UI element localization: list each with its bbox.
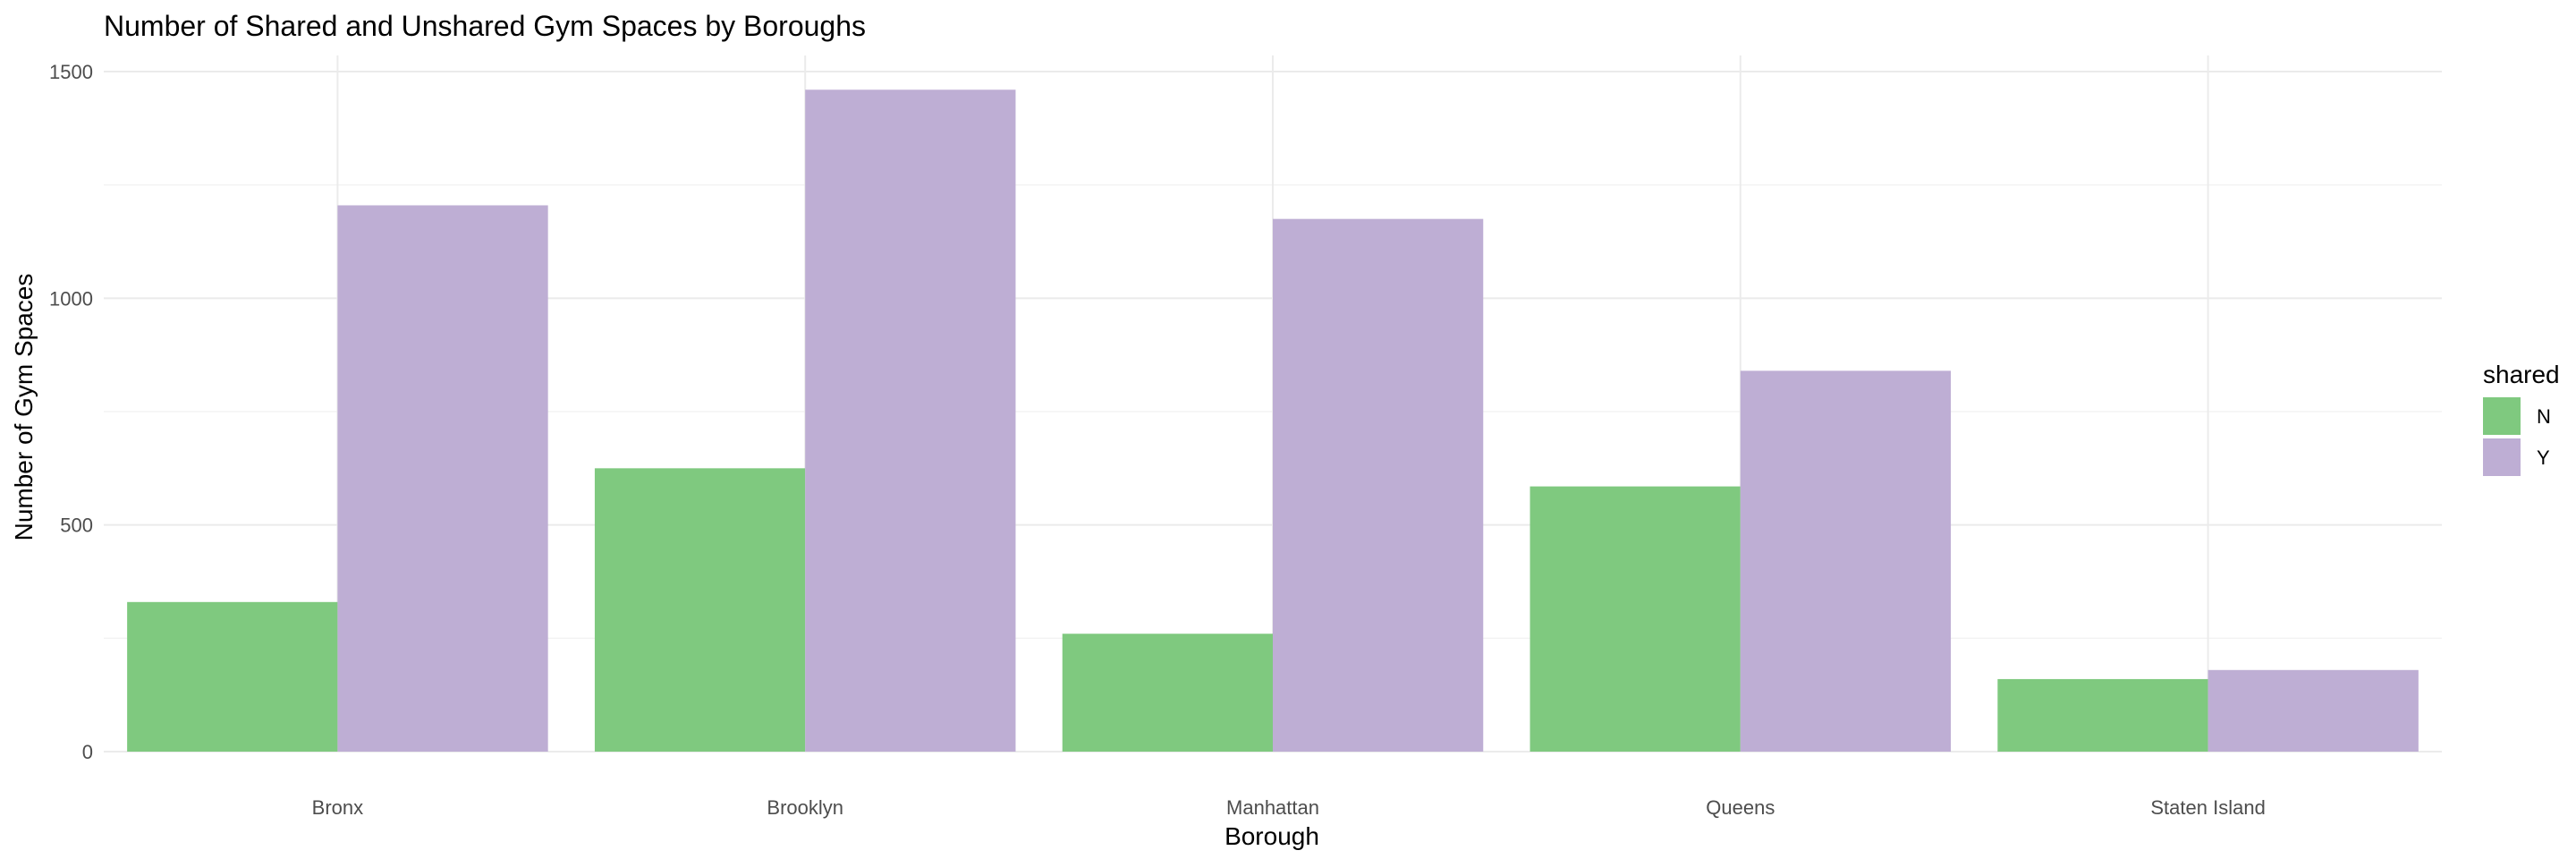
bar-N-queens [1530, 486, 1741, 752]
legend-key-N [2483, 397, 2521, 435]
y-tick-label: 500 [60, 515, 93, 537]
bar-N-bronx [127, 601, 338, 752]
bars [127, 89, 2419, 753]
y-tick-label: 1000 [49, 287, 93, 310]
y-axis-title: Number of Gym Spaces [10, 274, 38, 541]
x-tick-label: Staten Island [2150, 796, 2265, 819]
legend-key-Y [2483, 438, 2521, 476]
y-tick-label: 1500 [49, 61, 93, 83]
bar-N-manhattan [1062, 634, 1273, 752]
bar-Y-queens [1740, 370, 1952, 752]
bar-Y-staten-island [2207, 669, 2419, 752]
x-tick-label: Queens [1706, 796, 1775, 819]
bar-Y-brooklyn [805, 89, 1016, 753]
x-tick-label: Brooklyn [767, 796, 843, 819]
x-tick-label: Manhattan [1226, 796, 1319, 819]
x-axis-title: Borough [1224, 822, 1319, 850]
bar-N-brooklyn [594, 468, 806, 752]
legend: shared NY [2483, 361, 2560, 476]
bar-N-staten-island [1997, 678, 2208, 752]
y-tick-label: 0 [82, 741, 93, 763]
x-tick-label: Bronx [312, 796, 363, 819]
bar-Y-bronx [337, 205, 548, 752]
legend-label-N: N [2537, 405, 2551, 428]
axes: 0 500 1000 1500 Bronx Brooklyn Manhattan Queens… [49, 61, 2266, 819]
legend-title: shared [2483, 361, 2560, 388]
chart-title: Number of Shared and Unshared Gym Spaces… [104, 10, 866, 42]
legend-items: NY [2483, 397, 2551, 476]
bar-Y-manhattan [1273, 218, 1484, 752]
legend-label-Y: Y [2537, 447, 2550, 469]
